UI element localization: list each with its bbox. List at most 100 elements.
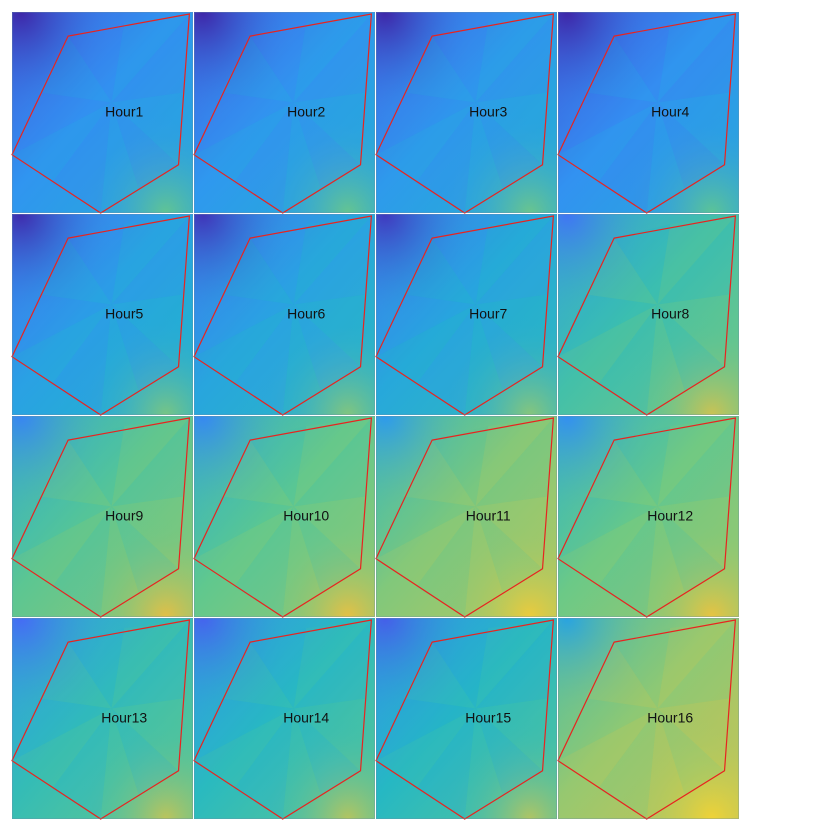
heatmap-facet: [68, 22, 125, 103]
heatmap-bottom-shade: [12, 214, 193, 415]
heatmap-panel-16: Hour16: [557, 618, 739, 820]
heatmap-facet: [293, 418, 372, 507]
heatmap-bottom-shade: [376, 416, 557, 617]
heatmap-facet: [415, 304, 476, 415]
heatmap-facet: [657, 92, 730, 165]
heatmap-facet: [111, 304, 179, 391]
panel-label: Hour5: [105, 306, 143, 322]
heatmap-facet: [475, 294, 548, 367]
heatmap-facet: [68, 224, 125, 305]
heatmap-facet: [646, 304, 685, 415]
heatmap-facet: [464, 506, 503, 617]
heatmap-facet: [376, 506, 476, 587]
heatmap-facet: [293, 216, 372, 305]
heatmap-facet: [111, 620, 190, 709]
heatmap-facet: [111, 14, 190, 103]
heatmap-facet: [475, 14, 554, 103]
heatmap-facet: [250, 426, 307, 507]
heatmap-bottom-shade: [558, 416, 739, 617]
heatmap-facet: [293, 708, 361, 795]
heatmap-facet: [646, 708, 685, 819]
heatmap-facet: [415, 708, 476, 819]
heatmap-facet: [293, 304, 361, 391]
heatmap-facet: [558, 304, 658, 385]
heatmap-facet: [111, 294, 184, 367]
region-boundary: [557, 417, 737, 618]
heatmap-panel-5: Hour5: [11, 214, 193, 416]
heatmap-facet: [415, 506, 476, 617]
heatmap-facet: [233, 102, 294, 213]
heatmap-facet: [12, 102, 112, 183]
heatmap-facet: [432, 22, 489, 103]
heatmap-facet: [293, 14, 372, 103]
heatmap-panel-7: Hour7: [375, 214, 557, 416]
heatmap-facet: [51, 506, 112, 617]
heatmap-facet: [293, 418, 372, 507]
heatmap-bottom-shade: [194, 618, 375, 819]
heatmap-facet: [585, 440, 658, 507]
heatmap-facet: [403, 642, 476, 709]
heatmap-facet: [657, 506, 725, 593]
heatmap-facet: [475, 496, 548, 569]
heatmap-facet: [475, 102, 543, 189]
heatmap-facet: [111, 698, 184, 771]
heatmap-facet: [597, 708, 658, 819]
heatmap-facet: [475, 92, 548, 165]
heatmap-facet: [585, 642, 658, 709]
panel-label: Hour2: [287, 104, 325, 120]
heatmap-bottom-shade: [376, 12, 557, 213]
heatmap-facet: [376, 102, 476, 183]
panel-label: Hour4: [651, 104, 689, 120]
heatmap-facet: [12, 496, 112, 559]
heatmap-facet: [475, 216, 554, 305]
heatmap-facet: [194, 92, 294, 155]
heatmap-facet: [221, 238, 294, 305]
heatmap-facet: [111, 92, 184, 165]
panel-label: Hour7: [469, 306, 507, 322]
heatmap-facet: [585, 238, 658, 305]
heatmap-facet: [68, 628, 125, 709]
heatmap-facet: [100, 708, 139, 819]
heatmap-facet: [464, 304, 503, 415]
panel-frame: [558, 416, 739, 617]
heatmap-facet: [39, 440, 112, 507]
heatmap-bottom-shade: [558, 214, 739, 415]
heatmap-facet: [12, 708, 112, 789]
heatmap-facet: [558, 496, 658, 559]
heatmap-facet: [657, 620, 736, 709]
heatmap-facet: [293, 620, 372, 709]
panel-label: Hour14: [283, 710, 329, 726]
heatmap-facet: [39, 238, 112, 305]
heatmap-panel-15: Hour15: [375, 618, 557, 820]
heatmap-facet: [51, 304, 112, 415]
heatmap-facet: [233, 506, 294, 617]
heatmap-facet: [111, 216, 190, 305]
panel-frame: [12, 416, 193, 617]
heatmap-bottom-shade: [376, 214, 557, 415]
heatmap-facet: [12, 294, 112, 357]
heatmap-facet: [100, 506, 139, 617]
region-boundary: [193, 619, 373, 820]
heatmap-facet: [293, 294, 366, 367]
heatmap-facet: [475, 506, 543, 593]
heatmap-facet: [111, 102, 179, 189]
heatmap-facet: [475, 620, 554, 709]
heatmap-facet: [432, 628, 489, 709]
heatmap-facet: [646, 102, 685, 213]
heatmap-facet: [657, 496, 730, 569]
heatmap-facet: [12, 92, 112, 155]
heatmap-facet: [475, 418, 554, 507]
panel-label: Hour8: [651, 306, 689, 322]
region-boundary: [557, 619, 737, 820]
heatmap-facet: [376, 304, 476, 385]
heatmap-facet: [111, 14, 190, 103]
heatmap-bottom-shade: [376, 618, 557, 819]
heatmap-facet: [376, 294, 476, 357]
heatmap-facet: [464, 708, 503, 819]
heatmap-facet: [432, 426, 489, 507]
heatmap-facet: [475, 14, 554, 103]
heatmap-bottom-shade: [194, 12, 375, 213]
heatmap-facet: [432, 224, 489, 305]
heatmap-facet: [194, 496, 294, 559]
heatmap-facet: [293, 506, 361, 593]
